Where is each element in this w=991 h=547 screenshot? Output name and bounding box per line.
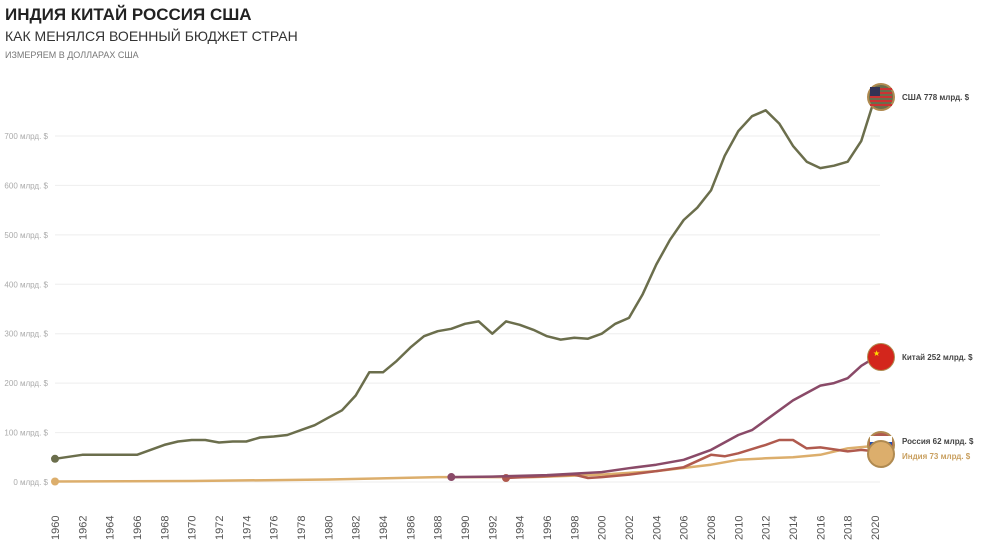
y-tick-label: 600 млрд. $ xyxy=(4,181,48,190)
series-line-russia xyxy=(505,438,876,480)
india-flag-icon xyxy=(867,440,895,468)
y-tick-label: 0 млрд. $ xyxy=(13,478,48,487)
chart-subtitle: КАК МЕНЯЛСЯ ВОЕННЫЙ БЮДЖЕТ СТРАН xyxy=(5,28,298,44)
x-tick-label: 1974 xyxy=(241,516,253,540)
series-start-dot xyxy=(447,473,456,482)
y-tick-label: 700 млрд. $ xyxy=(4,132,48,141)
series-label: Индия 73 млрд. $ xyxy=(902,452,971,461)
series-line-china xyxy=(451,356,876,479)
x-tick-label: 2008 xyxy=(706,516,718,540)
flag-stripe xyxy=(870,88,892,90)
x-tick-label: 1978 xyxy=(296,516,308,540)
flag-star: ★ xyxy=(873,349,880,358)
x-tick-label: 1996 xyxy=(542,516,554,540)
x-tick-label: 1992 xyxy=(487,516,499,540)
series-start-dot xyxy=(51,454,59,463)
chart-title: ИНДИЯ КИТАЙ РОССИЯ США xyxy=(5,5,252,24)
y-tick-label: 500 млрд. $ xyxy=(4,231,48,240)
chart-note: ИЗМЕРЯЕМ В ДОЛЛАРАХ США xyxy=(5,50,139,60)
x-tick-label: 2002 xyxy=(624,516,636,540)
series-label: США 778 млрд. $ xyxy=(902,93,970,102)
x-tick-label: 1980 xyxy=(323,516,335,540)
x-tick-label: 1986 xyxy=(405,516,417,540)
flag-white xyxy=(870,436,892,442)
x-tick-label: 1998 xyxy=(569,516,581,540)
flag-stripe xyxy=(870,92,892,94)
x-tick-label: 2010 xyxy=(733,516,745,540)
x-tick-label: 2004 xyxy=(651,516,663,540)
x-tick-label: 1976 xyxy=(269,516,281,540)
x-tick-label: 1964 xyxy=(105,516,117,540)
x-tick-label: 2016 xyxy=(815,516,827,540)
x-tick-label: 1984 xyxy=(378,516,390,540)
x-tick-label: 1972 xyxy=(214,516,226,540)
china-flag-field xyxy=(868,344,894,370)
x-tick-label: 2020 xyxy=(870,516,882,540)
x-tick-label: 1982 xyxy=(351,516,363,540)
x-tick-label: 2012 xyxy=(761,516,773,540)
x-tick-label: 1988 xyxy=(433,516,445,540)
x-tick-label: 2018 xyxy=(843,516,855,540)
flag-canton xyxy=(870,87,880,96)
y-tick-label: 300 млрд. $ xyxy=(4,330,48,339)
flag-stripe xyxy=(870,100,892,102)
y-tick-label: 200 млрд. $ xyxy=(4,379,48,388)
x-tick-label: 1962 xyxy=(77,516,89,540)
y-tick-label: 400 млрд. $ xyxy=(4,280,48,289)
x-tick-label: 1994 xyxy=(515,516,527,540)
flag-stripe xyxy=(870,104,892,106)
y-tick-label: 100 млрд. $ xyxy=(4,429,48,438)
series-label: Россия 62 млрд. $ xyxy=(902,437,974,446)
x-tick-label: 2014 xyxy=(788,516,800,540)
series-start-dot xyxy=(51,477,59,486)
x-tick-label: 1990 xyxy=(460,516,472,540)
x-tick-label: 1960 xyxy=(50,516,62,540)
x-tick-label: 1970 xyxy=(187,516,199,540)
x-tick-label: 2006 xyxy=(679,516,691,540)
flag-stripe xyxy=(870,96,892,98)
x-tick-label: 2000 xyxy=(597,516,609,540)
series-label: Китай 252 млрд. $ xyxy=(902,353,973,362)
x-tick-label: 1966 xyxy=(132,516,144,540)
x-tick-label: 1968 xyxy=(159,516,171,540)
series-line-usa xyxy=(54,97,877,461)
